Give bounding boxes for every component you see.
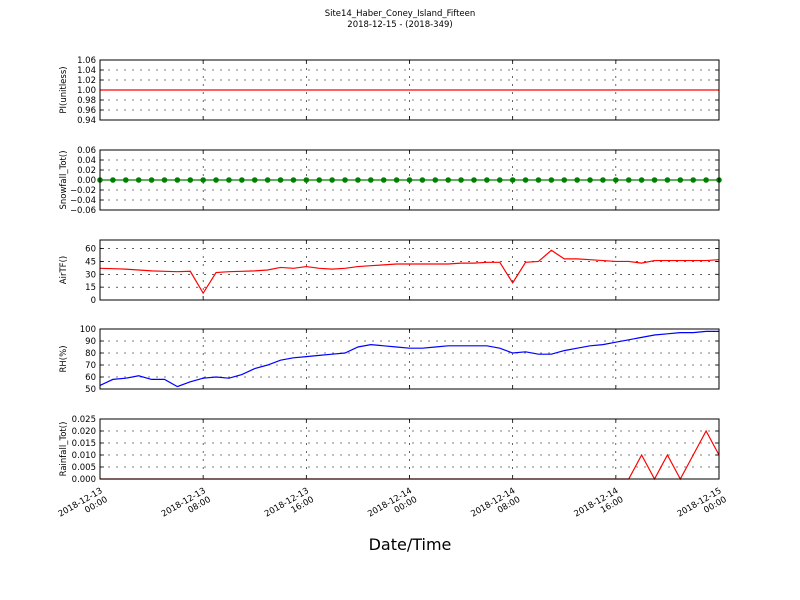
y-tick-label: 15 bbox=[85, 283, 96, 293]
y-tick-label: 0.06 bbox=[77, 146, 96, 156]
data-point bbox=[561, 177, 568, 183]
data-point bbox=[161, 177, 168, 183]
y-tick-label: −0.06 bbox=[70, 206, 96, 216]
data-point bbox=[226, 177, 232, 183]
chart-subtitle: 2018-12-15 - (2018-349) bbox=[347, 20, 452, 30]
data-point bbox=[664, 177, 671, 183]
data-point bbox=[484, 177, 490, 183]
chart-title: Site14_Haber_Coney_Island_Fifteen bbox=[325, 9, 476, 19]
data-point bbox=[625, 177, 632, 183]
data-point bbox=[613, 177, 619, 183]
data-point bbox=[600, 177, 606, 183]
y-tick-label: 0.000 bbox=[72, 475, 96, 485]
data-point bbox=[200, 177, 206, 183]
y-tick-label: 0.02 bbox=[77, 166, 96, 176]
data-point bbox=[522, 177, 529, 183]
data-point bbox=[458, 177, 464, 183]
y-tick-label: 50 bbox=[85, 385, 96, 395]
data-point bbox=[703, 177, 709, 183]
y-tick-label: 60 bbox=[85, 373, 96, 383]
data-point bbox=[471, 177, 477, 183]
y-tick-label: 0.98 bbox=[77, 96, 96, 106]
y-tick-label: 90 bbox=[85, 337, 96, 347]
plot-frame bbox=[99, 418, 720, 480]
y-axis-label: RH(%) bbox=[59, 345, 69, 372]
y-tick-label: 30 bbox=[85, 270, 96, 280]
y-tick-label: 1.06 bbox=[77, 56, 96, 66]
data-point bbox=[329, 177, 335, 183]
data-line bbox=[99, 330, 719, 388]
plot-frame bbox=[99, 328, 720, 390]
data-point bbox=[110, 177, 116, 183]
data-point bbox=[574, 177, 580, 183]
y-axis-label: PI(unitless) bbox=[59, 66, 69, 113]
y-tick-label: 1.02 bbox=[77, 76, 96, 86]
data-point bbox=[419, 177, 426, 183]
y-axis-label: Snowfall_Tot() bbox=[59, 150, 69, 209]
y-tick-label: 1.00 bbox=[77, 86, 96, 96]
y-tick-label: 0.005 bbox=[72, 463, 96, 473]
data-point bbox=[380, 177, 387, 183]
data-point bbox=[393, 177, 400, 183]
data-point bbox=[355, 177, 361, 183]
y-tick-label: 0.94 bbox=[77, 116, 96, 126]
data-point bbox=[316, 177, 323, 183]
data-point bbox=[187, 177, 194, 183]
data-point bbox=[264, 177, 271, 183]
y-axis-label: AirTF() bbox=[59, 256, 69, 284]
data-point bbox=[303, 177, 310, 183]
plot-frame bbox=[99, 239, 720, 301]
y-tick-label: 100 bbox=[80, 325, 96, 335]
data-point bbox=[535, 177, 542, 183]
data-point bbox=[251, 177, 258, 183]
data-point bbox=[122, 177, 129, 183]
data-point bbox=[638, 177, 645, 183]
y-tick-label: 0.96 bbox=[77, 106, 96, 116]
data-point bbox=[342, 177, 348, 183]
data-point bbox=[690, 177, 697, 183]
y-tick-label: 0.015 bbox=[72, 439, 96, 449]
data-point bbox=[148, 177, 155, 183]
data-point bbox=[509, 177, 516, 183]
y-tick-label: 0.04 bbox=[77, 156, 96, 166]
data-point bbox=[432, 177, 439, 183]
data-point bbox=[406, 177, 413, 183]
y-tick-label: 1.04 bbox=[77, 66, 96, 76]
plot-frame bbox=[99, 59, 720, 121]
data-point bbox=[213, 177, 219, 183]
data-line bbox=[99, 249, 720, 295]
y-tick-label: 0.00 bbox=[77, 176, 96, 186]
y-tick-label: 45 bbox=[85, 257, 96, 267]
y-tick-label: 0.025 bbox=[72, 415, 96, 425]
y-tick-label: 0.020 bbox=[72, 427, 96, 437]
data-point bbox=[548, 177, 555, 183]
data-point bbox=[239, 177, 245, 183]
y-tick-label: −0.04 bbox=[70, 196, 96, 206]
data-point bbox=[290, 177, 297, 183]
y-tick-label: 60 bbox=[85, 245, 96, 255]
y-tick-label: 70 bbox=[85, 361, 96, 371]
y-tick-label: 80 bbox=[85, 349, 96, 359]
y-tick-label: 0.010 bbox=[72, 451, 96, 461]
data-point bbox=[587, 177, 593, 183]
y-tick-label: 0 bbox=[91, 296, 96, 306]
x-axis-label: Date/Time bbox=[369, 535, 452, 554]
y-axis-label: Rainfall_Tot() bbox=[59, 422, 69, 477]
data-point bbox=[277, 177, 284, 183]
data-point bbox=[496, 177, 503, 183]
data-point bbox=[677, 177, 684, 183]
y-tick-label: −0.02 bbox=[70, 186, 96, 196]
data-point bbox=[174, 177, 181, 183]
data-point bbox=[651, 177, 658, 183]
data-point bbox=[368, 177, 374, 183]
data-point bbox=[445, 177, 451, 183]
plot-frame bbox=[99, 149, 720, 211]
data-point bbox=[135, 177, 142, 183]
